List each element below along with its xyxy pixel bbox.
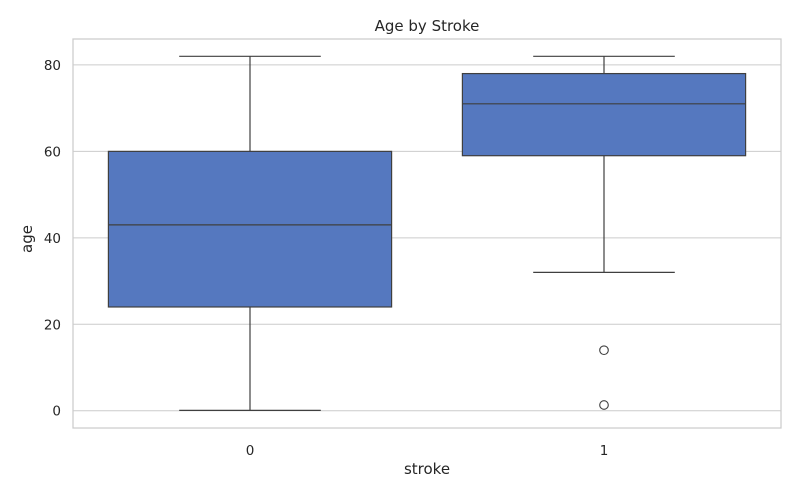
y-tick-label: 20 <box>44 317 61 333</box>
outlier-point <box>599 400 609 410</box>
box-group <box>107 55 393 411</box>
y-axis-label: age <box>18 225 36 253</box>
y-tick-label: 0 <box>52 404 61 420</box>
x-tick-label: 1 <box>600 443 609 459</box>
box-group <box>461 55 747 410</box>
chart-title: Age by Stroke <box>375 17 480 35</box>
x-tick-label: 0 <box>246 443 255 459</box>
plot-frame <box>72 38 782 429</box>
y-tick-label: 80 <box>44 58 61 74</box>
tick-labels: 0 20 40 60 80 0 1 <box>44 58 608 459</box>
y-tick-label: 60 <box>44 144 61 160</box>
boxes <box>107 55 747 411</box>
iqr-box <box>107 150 393 308</box>
iqr-box <box>461 72 747 157</box>
y-tick-label: 40 <box>44 231 61 247</box>
x-axis-label: stroke <box>404 460 450 478</box>
outlier-point <box>599 345 609 356</box>
